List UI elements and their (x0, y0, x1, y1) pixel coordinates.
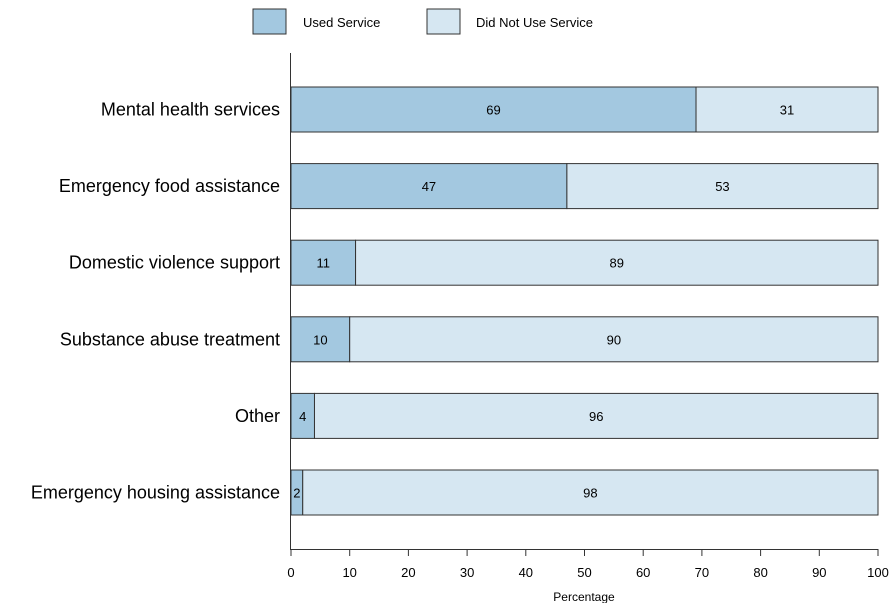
x-tick-label-40: 40 (519, 565, 533, 580)
bar-domestic-violence-support-used-service (290, 239, 357, 286)
bar-emergency-food-assistance-did-not-use-service (566, 163, 879, 210)
x-tick-label-0: 0 (287, 565, 294, 580)
legend-item-did-not-use-service: Did Not Use Service (426, 8, 593, 35)
legend-swatch-did-not-use-service (426, 8, 461, 35)
bar-emergency-food-assistance-used-service (290, 163, 568, 210)
bar-substance-abuse-treatment-did-not-use-service (349, 316, 879, 363)
data-label-mental-health-services-used-service: 69 (486, 103, 500, 118)
category-label-emergency-food-assistance: Emergency food assistance (59, 176, 280, 196)
bar-other-did-not-use-service (313, 392, 879, 439)
x-tick-label-60: 60 (636, 565, 650, 580)
x-tick-label-10: 10 (342, 565, 356, 580)
bar-substance-abuse-treatment-used-service (290, 316, 351, 363)
data-label-substance-abuse-treatment-used-service: 10 (313, 332, 327, 347)
x-tick-label-70: 70 (695, 565, 709, 580)
x-axis-title: Percentage (553, 590, 615, 603)
legend-swatch-used-service (252, 8, 287, 35)
category-label-substance-abuse-treatment: Substance abuse treatment (60, 329, 280, 349)
data-label-emergency-food-assistance-used-service: 47 (422, 179, 436, 194)
bars: 69 31 47 53 11 89 10 90 4 96 2 98 (290, 86, 879, 516)
x-tick-label-90: 90 (812, 565, 826, 580)
data-label-domestic-violence-support-used-service: 11 (317, 256, 331, 271)
x-axis-ticks: 0 10 20 30 40 50 60 70 80 90 100 (287, 549, 889, 580)
legend-label-did-not-use-service: Did Not Use Service (476, 15, 593, 30)
legend-label-used-service: Used Service (303, 15, 380, 30)
data-label-substance-abuse-treatment-did-not-use-service: 90 (607, 332, 621, 347)
bar-domestic-violence-support-did-not-use-service (355, 239, 879, 286)
x-tick-label-30: 30 (460, 565, 474, 580)
data-label-other-used-service: 4 (299, 409, 306, 424)
data-label-emergency-housing-assistance-did-not-use-service: 98 (583, 486, 597, 501)
category-label-other: Other (235, 406, 280, 426)
category-label-domestic-violence-support: Domestic violence support (69, 253, 280, 273)
category-label-emergency-housing-assistance: Emergency housing assistance (31, 483, 280, 503)
data-label-emergency-housing-assistance-used-service: 2 (293, 486, 300, 501)
legend-item-used-service: Used Service (252, 8, 380, 35)
data-label-emergency-food-assistance-did-not-use-service: 53 (715, 179, 729, 194)
data-label-other-did-not-use-service: 96 (589, 409, 603, 424)
legend: Used Service Did Not Use Service (252, 8, 593, 35)
x-tick-label-20: 20 (401, 565, 415, 580)
x-tick-label-50: 50 (577, 565, 591, 580)
bar-emergency-housing-assistance-did-not-use-service (302, 469, 879, 516)
category-label-mental-health-services: Mental health services (101, 100, 280, 120)
x-tick-label-100: 100 (867, 565, 889, 580)
data-label-domestic-violence-support-did-not-use-service: 89 (610, 256, 624, 271)
bar-mental-health-services-used-service (290, 86, 697, 133)
x-tick-label-80: 80 (753, 565, 767, 580)
bar-mental-health-services-did-not-use-service (695, 86, 879, 133)
data-label-mental-health-services-did-not-use-service: 31 (780, 103, 794, 118)
category-labels: Mental health services Emergency food ass… (31, 100, 280, 503)
